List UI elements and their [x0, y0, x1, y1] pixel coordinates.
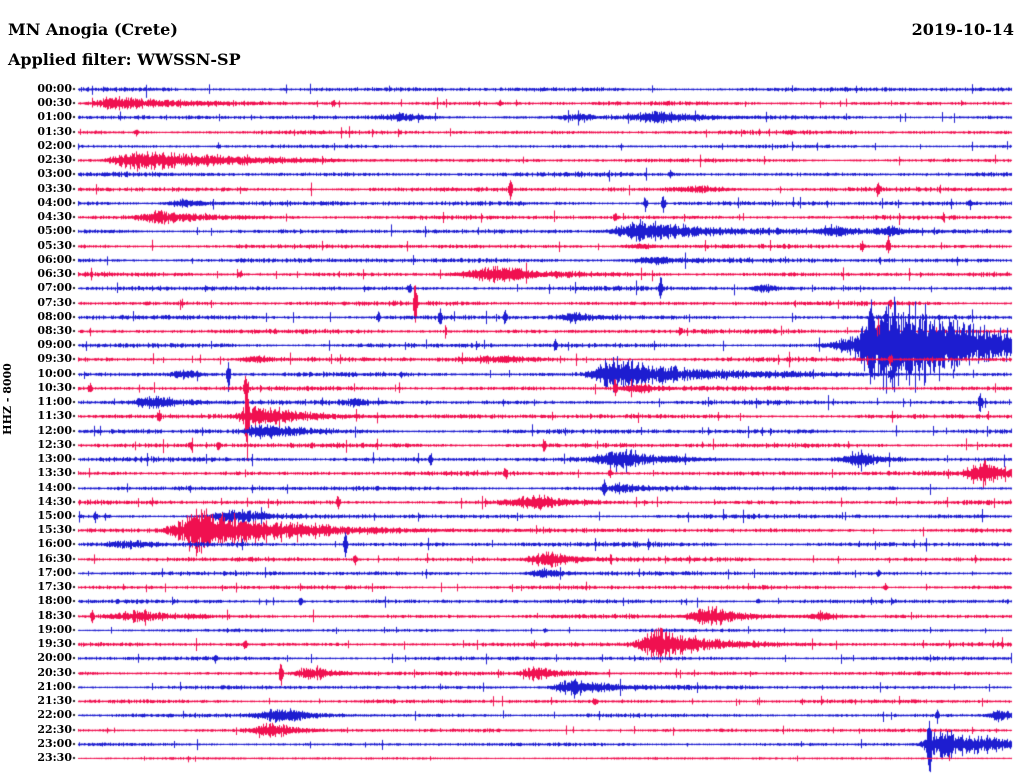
time-label: 08:30	[37, 324, 72, 337]
time-label: 04:30	[37, 210, 72, 223]
time-label: 06:00	[37, 253, 72, 266]
time-label: 05:30	[37, 239, 72, 252]
time-label: 13:00	[37, 452, 72, 465]
time-label: 23:30	[37, 751, 72, 764]
time-label: 20:00	[37, 651, 72, 664]
time-label: 07:30	[37, 296, 72, 309]
time-label: 04:00	[37, 196, 72, 209]
time-label: 11:30	[37, 409, 72, 422]
time-label: 12:00	[37, 424, 72, 437]
time-label: 23:00	[37, 737, 72, 750]
time-label: 15:00	[37, 509, 72, 522]
time-label: 01:00	[37, 110, 72, 123]
time-label: 05:00	[37, 224, 72, 237]
time-label: 02:30	[37, 153, 72, 166]
time-label: 00:00	[37, 82, 72, 95]
time-label: 13:30	[37, 466, 72, 479]
time-label: 10:00	[37, 367, 72, 380]
time-label: 15:30	[37, 523, 72, 536]
time-label: 12:30	[37, 438, 72, 451]
time-label: 17:30	[37, 580, 72, 593]
time-label: 03:30	[37, 182, 72, 195]
time-label: 09:00	[37, 338, 72, 351]
time-label: 18:30	[37, 609, 72, 622]
time-label: 22:30	[37, 723, 72, 736]
time-label: 20:30	[37, 666, 72, 679]
station-title: MN Anogia (Crete)	[8, 20, 178, 39]
time-label: 19:00	[37, 623, 72, 636]
time-label: 21:30	[37, 694, 72, 707]
time-label: 09:30	[37, 352, 72, 365]
time-label: 06:30	[37, 267, 72, 280]
time-label: 18:00	[37, 594, 72, 607]
time-label: 19:30	[37, 637, 72, 650]
time-label: 02:00	[37, 139, 72, 152]
time-label: 08:00	[37, 310, 72, 323]
time-label: 16:30	[37, 552, 72, 565]
time-label: 17:00	[37, 566, 72, 579]
time-label: 07:00	[37, 281, 72, 294]
time-label: 14:30	[37, 495, 72, 508]
time-label: 01:30	[37, 125, 72, 138]
time-label: 22:00	[37, 708, 72, 721]
time-label: 21:00	[37, 680, 72, 693]
time-label: 03:00	[37, 167, 72, 180]
time-label: 16:00	[37, 537, 72, 550]
time-label: 14:00	[37, 481, 72, 494]
time-label: 10:30	[37, 381, 72, 394]
time-label: 00:30	[37, 96, 72, 109]
date-label: 2019-10-14	[911, 20, 1014, 39]
filter-label: Applied filter: WWSSN-SP	[8, 50, 241, 69]
time-label: 11:00	[37, 395, 72, 408]
